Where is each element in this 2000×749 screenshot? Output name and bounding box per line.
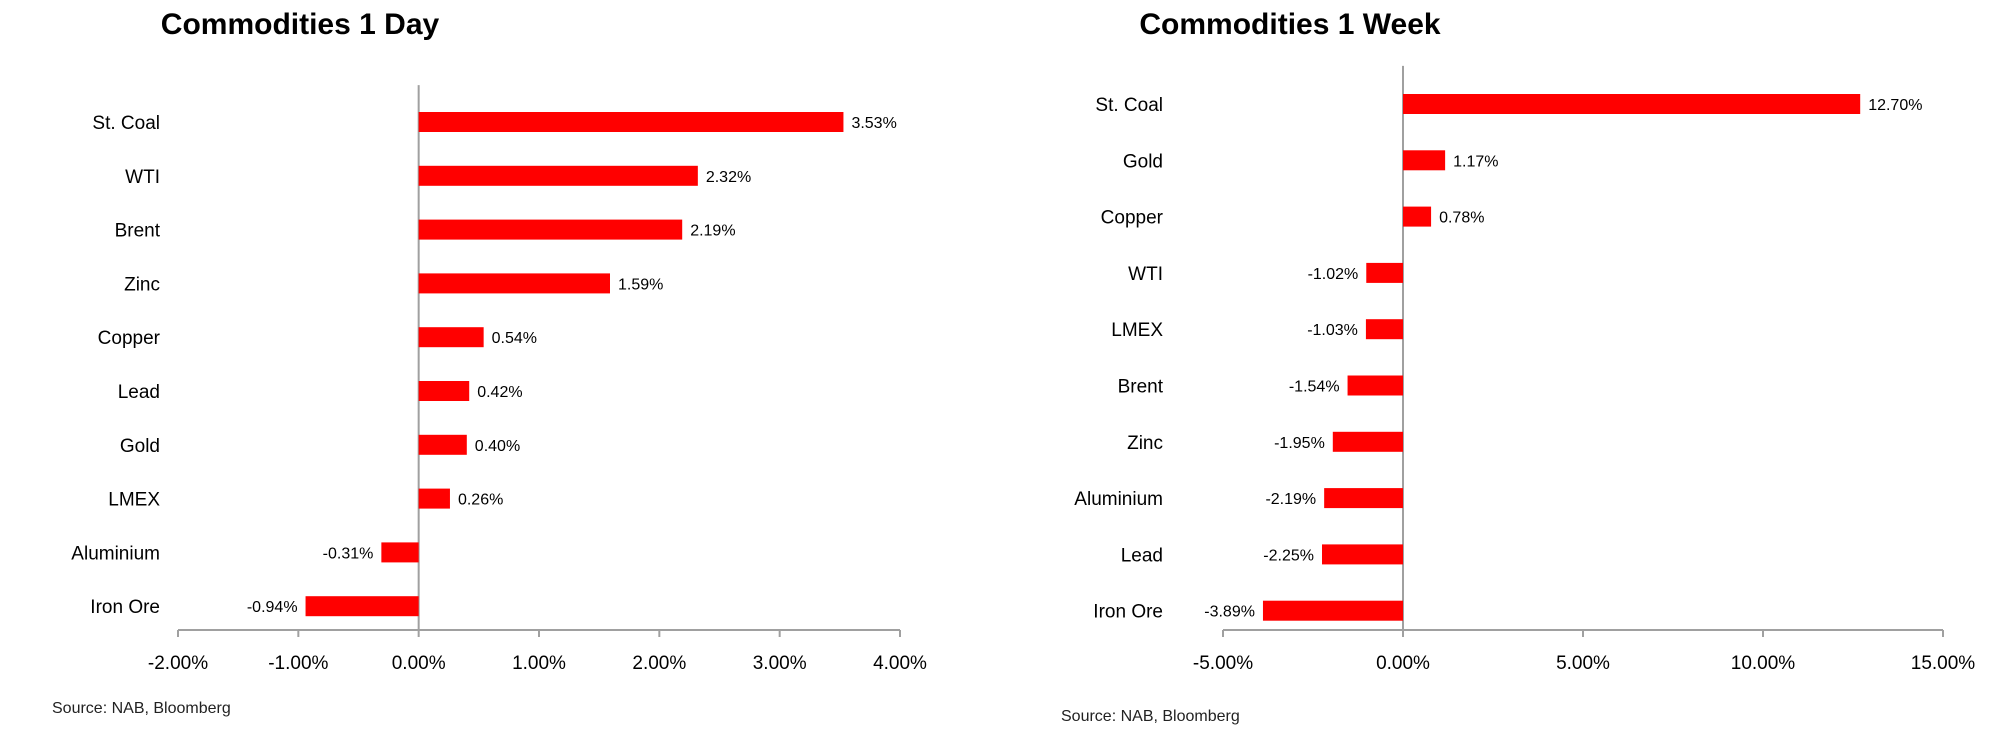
bar bbox=[1347, 375, 1403, 396]
bar bbox=[418, 112, 844, 132]
bar bbox=[1403, 94, 1861, 114]
data-label: 0.26% bbox=[458, 492, 503, 509]
bar bbox=[418, 381, 470, 401]
data-label: 0.40% bbox=[475, 438, 520, 455]
data-label: -2.25% bbox=[1263, 547, 1314, 564]
x-tick-label: 0.00% bbox=[392, 653, 446, 674]
category-label: St. Coal bbox=[92, 113, 160, 134]
x-tick-label: -1.00% bbox=[268, 653, 328, 674]
category-label: Brent bbox=[115, 221, 161, 242]
data-label: 0.42% bbox=[477, 384, 522, 401]
x-tick-label: 4.00% bbox=[873, 653, 927, 674]
bar bbox=[1332, 431, 1403, 452]
bar bbox=[418, 434, 467, 455]
data-label: 3.53% bbox=[851, 115, 896, 132]
category-label: Gold bbox=[1123, 151, 1163, 172]
x-tick-label: -2.00% bbox=[148, 653, 208, 674]
bar bbox=[418, 327, 484, 348]
category-label: LMEX bbox=[108, 490, 160, 511]
bar-chart-1week: -5.00% 0.00% 5.00% 10.00% 15.00% St. Coal 12.7… bbox=[1074, 65, 1976, 674]
data-label: -0.31% bbox=[323, 545, 374, 562]
bar bbox=[1324, 488, 1403, 509]
category-label: St. Coal bbox=[1095, 95, 1163, 116]
bar bbox=[418, 488, 450, 509]
category-label: Zinc bbox=[124, 274, 160, 295]
category-label: Copper bbox=[98, 328, 161, 349]
category-label: Gold bbox=[120, 436, 160, 457]
data-label: 12.70% bbox=[1868, 97, 1922, 114]
category-label: Lead bbox=[1121, 545, 1163, 566]
bar bbox=[1403, 150, 1446, 171]
chart-panel-1week: Commodities 1 Week -5.00% 0.00% 5.00% 10.00… bbox=[1000, 0, 2000, 749]
bar bbox=[1365, 319, 1403, 340]
data-label: -2.19% bbox=[1265, 491, 1316, 508]
bar bbox=[418, 219, 683, 240]
data-label: -1.54% bbox=[1289, 379, 1340, 396]
category-label: Iron Ore bbox=[90, 597, 160, 618]
category-label: Aluminium bbox=[1074, 489, 1163, 510]
data-label: 1.17% bbox=[1453, 153, 1498, 170]
bar-chart-1day: -2.00% -1.00% 0.00% 1.00% 2.00% 3.00% 4.00% St.… bbox=[71, 85, 927, 674]
bar bbox=[381, 542, 419, 563]
category-label: Brent bbox=[1118, 377, 1164, 398]
x-tick-label: 5.00% bbox=[1556, 653, 1610, 674]
data-label: -1.03% bbox=[1307, 322, 1358, 339]
category-label: Lead bbox=[118, 382, 160, 403]
data-label: 2.19% bbox=[690, 223, 735, 240]
category-label: WTI bbox=[1128, 264, 1163, 285]
data-label: 1.59% bbox=[618, 276, 663, 293]
data-label: 0.54% bbox=[492, 330, 537, 347]
bar bbox=[418, 165, 698, 186]
bar bbox=[1322, 544, 1403, 565]
category-label: LMEX bbox=[1111, 320, 1163, 341]
data-label: -0.94% bbox=[247, 599, 298, 616]
x-tick-label: 0.00% bbox=[1376, 653, 1430, 674]
chart-panel-1day: Commodities 1 Day -2.00% -1.00% 0.00% 1.00%… bbox=[52, 8, 927, 717]
x-tick-label: 2.00% bbox=[632, 653, 686, 674]
chart-title: Commodities 1 Day bbox=[160, 8, 440, 41]
data-label: 2.32% bbox=[706, 169, 751, 186]
data-label: 0.78% bbox=[1439, 210, 1484, 227]
chart-title: Commodities 1 Week bbox=[1139, 8, 1441, 41]
category-label: WTI bbox=[125, 167, 160, 188]
bar bbox=[305, 596, 419, 617]
category-label: Copper bbox=[1101, 208, 1164, 229]
data-label: -3.89% bbox=[1204, 604, 1255, 621]
source-note: Source: NAB, Bloomberg bbox=[1061, 708, 1240, 725]
x-tick-label: 3.00% bbox=[753, 653, 807, 674]
x-tick-label: 1.00% bbox=[512, 653, 566, 674]
x-tick-label: 15.00% bbox=[1911, 653, 1976, 674]
x-tick-label: 10.00% bbox=[1731, 653, 1796, 674]
bar bbox=[1403, 206, 1432, 227]
category-label: Aluminium bbox=[71, 543, 160, 564]
category-label: Zinc bbox=[1127, 433, 1163, 454]
bar bbox=[1262, 600, 1403, 621]
bar bbox=[1366, 262, 1403, 283]
source-note: Source: NAB, Bloomberg bbox=[52, 700, 231, 717]
category-label: Iron Ore bbox=[1093, 602, 1163, 623]
data-label: -1.95% bbox=[1274, 435, 1325, 452]
x-tick-label: -5.00% bbox=[1193, 653, 1253, 674]
data-label: -1.02% bbox=[1308, 266, 1359, 283]
bar bbox=[418, 273, 610, 294]
